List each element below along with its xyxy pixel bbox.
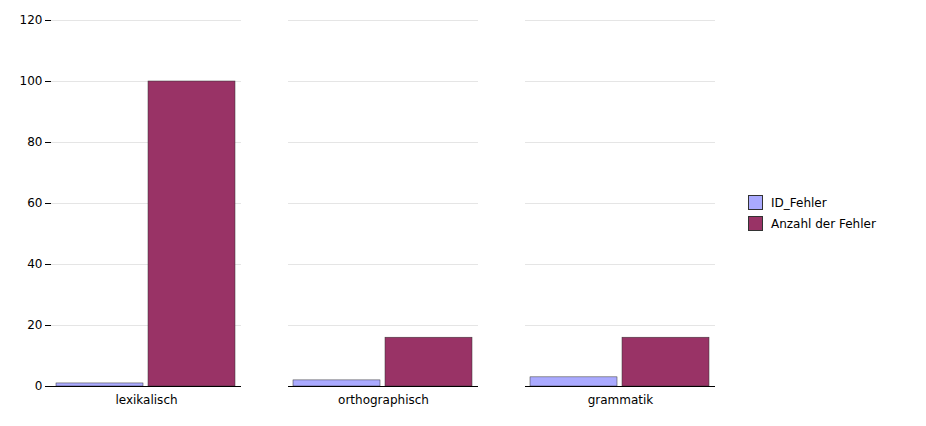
svg-text:120: 120 [20, 13, 43, 27]
svg-text:100: 100 [20, 74, 43, 88]
svg-text:orthographisch: orthographisch [338, 393, 429, 407]
html-text:Anzahl der Fehler: Anzahl der Fehler [771, 216, 876, 231]
svg-text:60: 60 [27, 196, 42, 210]
svg-text:40: 40 [27, 257, 42, 271]
svg-text:80: 80 [27, 135, 42, 149]
svg-text:20: 20 [27, 318, 42, 332]
html-text:ID_Fehler: ID_Fehler [771, 195, 827, 210]
svg-text:grammatik: grammatik [588, 393, 654, 407]
svg-text:lexikalisch: lexikalisch [115, 393, 177, 407]
svg-text:0: 0 [35, 379, 43, 393]
